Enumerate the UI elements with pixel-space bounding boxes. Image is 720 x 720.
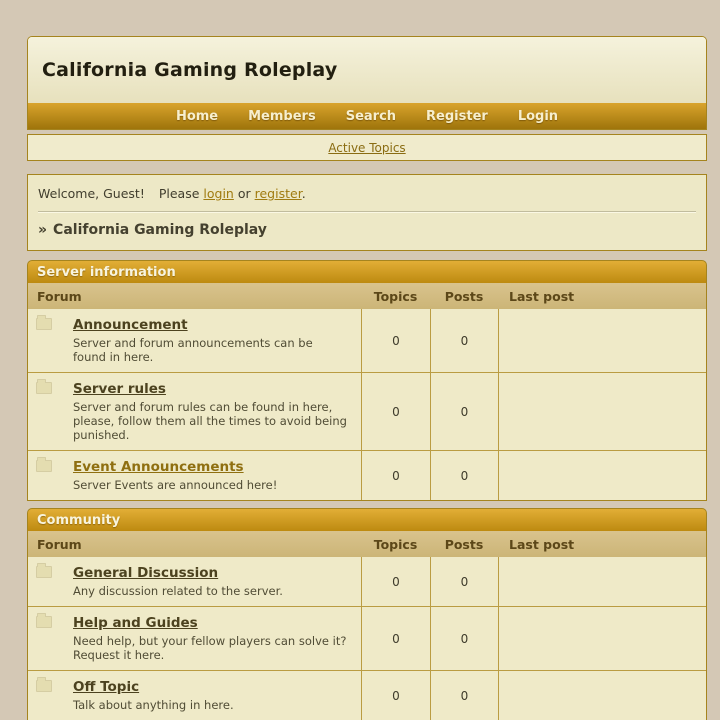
welcome-period: . [301, 186, 306, 201]
nav-item-login[interactable]: Login [517, 108, 559, 124]
column-header-row: Forum Topics Posts Last post [28, 531, 706, 557]
nav-item-search[interactable]: Search [345, 108, 397, 124]
topics-count: 0 [392, 574, 400, 589]
divider [38, 211, 696, 213]
topics-count: 0 [392, 468, 400, 483]
forum-link-event-announcements[interactable]: Event Announcements [73, 459, 244, 475]
forum-link-off-topic[interactable]: Off Topic [73, 679, 140, 695]
topics-count: 0 [392, 333, 400, 348]
forum-link-help-and-guides[interactable]: Help and Guides [73, 615, 198, 631]
section-community: Community Forum Topics Posts Last post G… [27, 508, 707, 720]
nav-item-home[interactable]: Home [175, 108, 219, 124]
forum-table: Forum Topics Posts Last post General Dis… [27, 531, 707, 720]
column-header-row: Forum Topics Posts Last post [28, 283, 706, 309]
forum-table: Forum Topics Posts Last post Announcemen… [27, 283, 707, 501]
posts-count: 0 [460, 468, 469, 483]
column-forum: Forum [37, 536, 82, 552]
nav-item-members[interactable]: Members [248, 108, 316, 124]
forum-description: Server and forum announcements can be fo… [73, 336, 313, 364]
icon-col [34, 677, 73, 712]
posts-count: 0 [460, 574, 469, 589]
posts-count: 0 [460, 404, 469, 419]
table-row: Announcement Server and forum announceme… [28, 309, 706, 372]
welcome-or: or [237, 186, 251, 201]
section-server-information: Server information Forum Topics Posts La… [27, 260, 707, 501]
topics-count: 0 [392, 631, 400, 646]
welcome-box: Welcome, Guest! Please login or register… [27, 174, 707, 251]
forum-description: Need help, but your fellow players can s… [73, 634, 347, 662]
page-container: California Gaming Roleplay Home Members … [27, 36, 707, 720]
forum-folder-icon [36, 563, 52, 578]
forum-description: Server Events are announced here! [73, 478, 278, 492]
forum-folder-icon [36, 613, 52, 628]
table-row: General Discussion Any discussion relate… [28, 557, 706, 606]
column-topics: Topics [373, 288, 418, 304]
breadcrumb-symbol: » [38, 222, 48, 238]
column-posts: Posts [444, 288, 484, 304]
forum-banner: California Gaming Roleplay [28, 37, 706, 103]
login-link[interactable]: login [203, 186, 234, 201]
topics-count: 0 [392, 688, 400, 703]
icon-col [34, 379, 73, 442]
nav-item-register[interactable]: Register [426, 108, 488, 124]
table-row: Server rules Server and forum rules can … [28, 372, 706, 450]
posts-count: 0 [460, 688, 469, 703]
forum-description: Server and forum rules can be found in h… [73, 400, 347, 442]
forum-link-announcement[interactable]: Announcement [73, 317, 188, 333]
register-link[interactable]: register [254, 186, 302, 201]
icon-col [34, 613, 73, 662]
column-posts: Posts [444, 536, 484, 552]
forum-folder-icon [36, 379, 52, 394]
active-topics-link[interactable]: Active Topics [328, 140, 406, 155]
icon-col [34, 457, 73, 492]
table-row: Event Announcements Server Events are an… [28, 450, 706, 500]
column-topics: Topics [373, 536, 418, 552]
welcome-please: Please [158, 186, 200, 201]
category-header: Community [27, 508, 707, 531]
column-last-post: Last post [509, 536, 575, 552]
main-nav: Home Members Search Register Login [28, 103, 706, 129]
welcome-message: Welcome, Guest! Please login or register… [38, 186, 696, 201]
posts-count: 0 [460, 631, 469, 646]
page-title: California Gaming Roleplay [42, 59, 338, 81]
forum-folder-icon [36, 457, 52, 472]
topics-count: 0 [392, 404, 400, 419]
column-last-post: Last post [509, 288, 575, 304]
posts-count: 0 [460, 333, 469, 348]
welcome-greeting: Welcome, Guest! [38, 186, 145, 201]
breadcrumb-label: California Gaming Roleplay [53, 222, 267, 238]
forum-header-box: California Gaming Roleplay Home Members … [27, 36, 707, 130]
breadcrumb: » California Gaming Roleplay [38, 222, 696, 238]
forum-folder-icon [36, 677, 52, 692]
table-row: Help and Guides Need help, but your fell… [28, 606, 706, 670]
forum-folder-icon [36, 315, 52, 330]
category-header: Server information [27, 260, 707, 283]
column-forum: Forum [37, 288, 82, 304]
forum-description: Talk about anything in here. [73, 698, 234, 712]
forum-description: Any discussion related to the server. [73, 584, 283, 598]
icon-col [34, 315, 73, 364]
forum-link-server-rules[interactable]: Server rules [73, 381, 166, 397]
forum-link-general-discussion[interactable]: General Discussion [73, 565, 219, 581]
active-topics-bar: Active Topics [27, 134, 707, 161]
table-row: Off Topic Talk about anything in here. 0… [28, 670, 706, 720]
icon-col [34, 563, 73, 598]
